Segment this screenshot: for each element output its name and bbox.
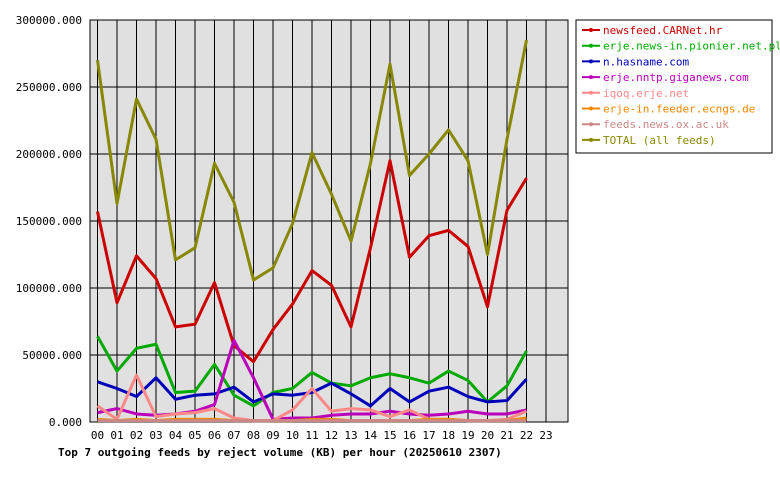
x-tick-label: 04 <box>169 429 183 442</box>
legend-marker <box>589 75 593 80</box>
x-tick-label: 23 <box>539 429 552 442</box>
y-tick-label: 150000.000 <box>16 215 82 228</box>
x-tick-label: 07 <box>227 429 240 442</box>
x-tick-label: 21 <box>500 429 513 442</box>
x-tick-label: 19 <box>461 429 474 442</box>
legend-marker <box>589 122 593 127</box>
x-tick-label: 10 <box>286 429 299 442</box>
x-tick-label: 14 <box>364 429 378 442</box>
legend-marker <box>589 106 593 111</box>
y-tick-label: 300000.000 <box>16 14 82 27</box>
legend-label: iqoq.erje.net <box>603 87 689 100</box>
y-tick-label: 50000.000 <box>22 349 82 362</box>
x-tick-label: 18 <box>442 429 455 442</box>
x-tick-label: 02 <box>130 429 143 442</box>
legend-label: erje-in.feeder.ecngs.de <box>603 103 755 116</box>
legend-marker <box>589 90 593 95</box>
y-axis-ticks: 0.000 50000.000 100000.000 150000.000 200000… <box>16 14 82 429</box>
chart-title: Top 7 outgoing feeds by reject volume (K… <box>58 446 502 459</box>
x-tick-label: 08 <box>247 429 260 442</box>
x-tick-label: 16 <box>403 429 416 442</box>
legend-label: erje.news-in.pionier.net.pl <box>603 40 780 53</box>
x-tick-label: 20 <box>481 429 494 442</box>
x-tick-label: 12 <box>325 429 338 442</box>
x-tick-label: 03 <box>149 429 162 442</box>
legend-label: erje.nntp.giganews.com <box>603 71 749 84</box>
legend-marker <box>589 59 593 64</box>
series-line-1 <box>96 335 528 408</box>
legend-label: feeds.news.ox.ac.uk <box>603 118 729 131</box>
series-lines <box>96 39 528 423</box>
series-line-7 <box>96 39 528 282</box>
x-tick-label: 22 <box>520 429 533 442</box>
y-tick-label: 100000.000 <box>16 282 82 295</box>
x-tick-label: 13 <box>344 429 357 442</box>
legend-label: newsfeed.CARNet.hr <box>603 24 723 37</box>
x-tick-label: 01 <box>110 429 123 442</box>
y-tick-label: 200000.000 <box>16 148 82 161</box>
y-tick-label: 250000.000 <box>16 81 82 94</box>
x-tick-label: 09 <box>266 429 279 442</box>
x-tick-label: 11 <box>305 429 318 442</box>
legend-marker <box>589 43 593 48</box>
legend: newsfeed.CARNet.hr erje.news-in.pionier.n… <box>575 19 780 154</box>
legend-label: n.hasname.com <box>603 55 689 68</box>
x-tick-label: 17 <box>422 429 435 442</box>
x-tick-label: 05 <box>188 429 201 442</box>
legend-label: TOTAL (all feeds) <box>603 134 716 147</box>
legend-marker <box>589 137 593 142</box>
legend-box <box>575 19 773 154</box>
x-tick-label: 15 <box>383 429 396 442</box>
y-tick-label: 0.000 <box>49 416 82 429</box>
legend-marker <box>589 28 593 32</box>
x-tick-label: 00 <box>91 429 104 442</box>
series-line-2 <box>97 376 528 408</box>
x-axis-ticks: 00 01 02 03 04 05 06 07 08 09 10 11 12 13 14 15 16 17 18 19… <box>91 429 553 442</box>
series-line-0 <box>96 159 528 364</box>
x-tick-label: 06 <box>208 429 221 442</box>
